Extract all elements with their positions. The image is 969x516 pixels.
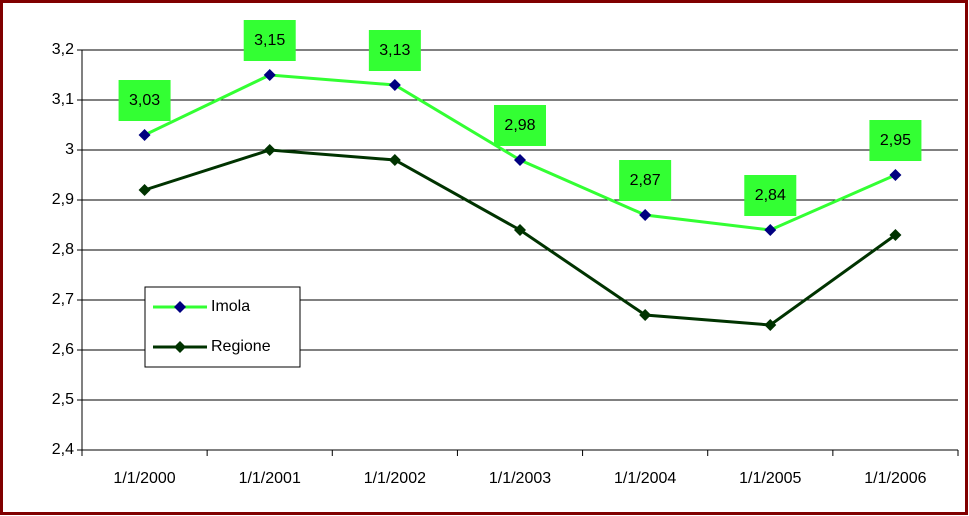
data-label: 3,13 [379, 42, 410, 59]
y-tick-label: 2,4 [52, 441, 74, 458]
y-tick-label: 2,6 [52, 341, 74, 358]
y-tick-label: 2,8 [52, 241, 74, 258]
data-label-box [619, 160, 672, 201]
x-tick-label: 1/1/2003 [489, 470, 551, 487]
x-tick-label: 1/1/2000 [113, 470, 175, 487]
marker [764, 224, 777, 236]
legend-box [144, 286, 301, 368]
marker [263, 144, 276, 156]
legend-marker [174, 341, 186, 353]
x-tick-label: 1/1/2005 [739, 470, 801, 487]
marker [138, 129, 151, 141]
marker [514, 224, 526, 236]
data-label-box [494, 105, 546, 146]
x-tick-label: 1/1/2004 [614, 470, 676, 487]
data-label: 2,95 [880, 132, 911, 149]
y-tick-label: 2,5 [52, 391, 74, 408]
x-tick-label: 1/1/2001 [239, 470, 301, 487]
marker [889, 229, 902, 241]
legend-label: Regione [211, 338, 271, 355]
marker [263, 69, 276, 81]
data-label-box [118, 80, 171, 121]
data-label-box [744, 175, 797, 216]
y-tick-label: 3,1 [52, 91, 74, 108]
data-label: 2,98 [504, 117, 535, 134]
data-label-box [869, 120, 922, 161]
data-label: 3,03 [129, 92, 160, 109]
y-tick-label: 3 [65, 141, 74, 158]
marker [138, 184, 151, 196]
data-label: 2,87 [630, 172, 661, 189]
marker [889, 169, 902, 181]
data-label: 2,84 [755, 187, 786, 204]
data-label-box [368, 30, 421, 71]
x-tick-label: 1/1/2002 [364, 470, 426, 487]
marker [639, 309, 652, 321]
y-tick-label: 2,7 [52, 291, 74, 308]
y-tick-label: 2,9 [52, 191, 74, 208]
marker [388, 154, 401, 166]
x-tick-label: 1/1/2006 [864, 470, 926, 487]
legend-label: Imola [211, 298, 250, 315]
marker [764, 319, 777, 331]
legend-marker [174, 301, 186, 313]
marker [514, 154, 526, 166]
marker [388, 79, 401, 91]
data-label-box [243, 20, 296, 61]
y-tick-label: 3,2 [52, 41, 74, 58]
data-label: 3,15 [254, 32, 285, 49]
marker [639, 209, 652, 221]
